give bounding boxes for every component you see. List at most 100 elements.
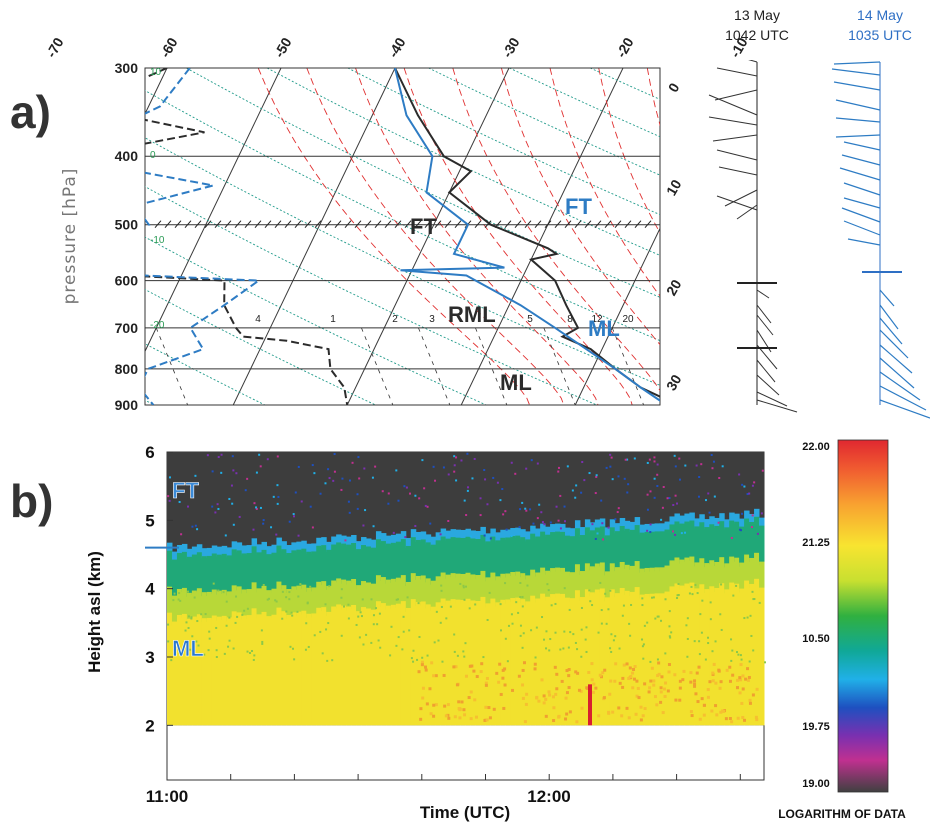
aerosol-orange-speckle [609, 679, 613, 683]
aerosol-green-speckle [686, 655, 689, 658]
aerosol-edge-cell [739, 518, 745, 529]
aerosol-yellow-cell [281, 611, 287, 726]
aerosol-green-speckle [187, 615, 190, 618]
aerosol-edge-cell [634, 517, 641, 528]
aerosol-edge-cell [490, 528, 496, 539]
aerosol-edge-cell [654, 523, 661, 534]
aerosol-green-speckle [372, 623, 375, 626]
aerosol-orange-speckle [731, 673, 735, 677]
aerosol-orange-speckle [649, 679, 653, 683]
noise-dot [453, 464, 456, 467]
aerosol-edge-cell [629, 521, 636, 532]
aerosol-yellow-cell [301, 610, 307, 726]
aerosol-green-speckle [406, 596, 409, 599]
inversion-hatch [154, 220, 162, 229]
aerosol-green-speckle [293, 658, 296, 661]
aerosol-orange-speckle [666, 689, 670, 693]
aerosol-orange-speckle [552, 719, 556, 723]
aerosol-green-speckle [730, 638, 733, 641]
noise-dot [211, 505, 214, 508]
noise-dot [423, 487, 426, 490]
aerosol-green-speckle [212, 582, 215, 585]
aerosol-yellow-cell [191, 616, 198, 726]
aerosol-green-cell [495, 540, 501, 581]
aerosol-transition-cell [415, 575, 422, 606]
aerosol-edge-cell [689, 512, 695, 523]
aerosol-orange-speckle [554, 692, 558, 696]
aerosol-green-speckle [416, 658, 419, 661]
aerosol-green-speckle [567, 646, 570, 649]
aerosol-transition-cell [440, 572, 447, 603]
aerosol-green-cell [654, 531, 661, 572]
aerosol-orange-speckle [635, 679, 639, 683]
noise-dot [387, 502, 390, 505]
noise-dot [514, 472, 517, 475]
aerosol-green-speckle [656, 658, 659, 661]
noise-dot [712, 460, 715, 463]
aerosol-edge-cell [669, 516, 675, 527]
aerosol-yellow-cell [475, 601, 481, 726]
aerosol-yellow-cell [266, 616, 272, 726]
aerosol-green-speckle [299, 583, 302, 586]
wind-barb-14-may [831, 68, 881, 76]
noise-dot [583, 479, 586, 482]
noise-dot [661, 506, 664, 509]
aerosol-yellow-cell [659, 593, 665, 726]
noise-dot [510, 535, 513, 538]
aerosol-green-cell [490, 536, 496, 577]
aerosol-orange-speckle [736, 678, 740, 682]
aerosol-green-speckle [261, 642, 264, 645]
wind-barb-13-may [708, 94, 758, 116]
aerosol-green-speckle [178, 592, 181, 595]
aerosol-green-cell [390, 542, 397, 583]
aerosol-edge-cell [749, 513, 755, 524]
aerosol-green-cell [221, 553, 228, 594]
noise-dot [588, 472, 591, 475]
aerosol-yellow-cell [639, 594, 646, 726]
aerosol-green-cell [589, 530, 596, 571]
aerosol-yellow-cell [231, 611, 238, 726]
noise-dot [559, 494, 562, 497]
aerosol-transition-cell [366, 582, 372, 613]
aerosol-green-speckle [753, 598, 756, 601]
isotherm-line [232, 68, 396, 405]
aerosol-edge-cell [664, 521, 670, 532]
aerosol-yellow-cell [425, 604, 432, 726]
aerosol-green-speckle [585, 626, 588, 629]
aerosol-green-speckle [463, 598, 466, 601]
label-ft-blue: FT [565, 194, 592, 219]
noise-dot [502, 513, 505, 516]
aerosol-green-speckle [568, 608, 571, 611]
aerosol-orange-speckle [693, 684, 697, 688]
aerosol-orange-speckle [432, 703, 436, 707]
aerosol-orange-speckle [522, 661, 526, 665]
aerosol-yellow-cell [525, 601, 531, 726]
aerosol-green-cell [674, 521, 680, 562]
wind-barb-14-may [879, 304, 899, 330]
aerosol-green-speckle [305, 622, 308, 625]
aerosol-yellow-cell [216, 616, 223, 726]
aerosol-green-speckle [709, 618, 712, 621]
aerosol-green-speckle [365, 633, 368, 636]
aerosol-green-speckle [563, 630, 566, 633]
aerosol-transition-cell [500, 573, 506, 604]
noise-dot [674, 465, 677, 468]
sounding-profiles [145, 68, 660, 405]
mixing-ratio-label: 1 [330, 314, 336, 325]
aerosol-transition-cell [679, 559, 685, 590]
aerosol-green-cell [167, 550, 173, 591]
aerosol-green-cell [639, 532, 646, 573]
aerosol-green-speckle [441, 660, 444, 663]
aerosol-green-cell [420, 539, 427, 580]
aerosol-orange-speckle [738, 691, 742, 695]
aerosol-green-speckle [208, 630, 211, 633]
aerosol-transition-cell [545, 570, 551, 601]
aerosol-yellow-cell [619, 587, 626, 726]
wind-barb-14-may [839, 167, 881, 181]
aerosol-green-speckle [306, 601, 309, 604]
aerosol-transition-cell [276, 581, 282, 612]
aerosol-green-speckle [357, 615, 360, 618]
aerosol-edge-cell [201, 548, 208, 559]
aerosol-orange-speckle [673, 673, 677, 677]
aerosol-orange-speckle [746, 678, 750, 682]
